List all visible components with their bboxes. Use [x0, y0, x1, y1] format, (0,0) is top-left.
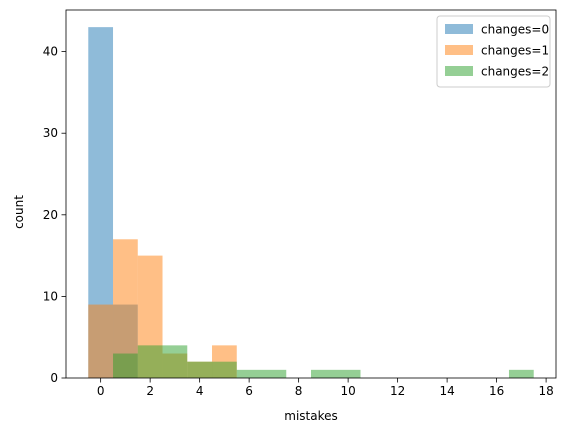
histogram-bar-series-2-bin-1 — [137, 345, 163, 378]
bars-layer — [88, 27, 534, 379]
legend-label: changes=1 — [481, 44, 549, 58]
x-axis-label: mistakes — [284, 409, 338, 423]
y-tick-label: 20 — [43, 208, 58, 222]
y-tick-label: 30 — [43, 126, 58, 140]
y-tick-label: 10 — [43, 289, 58, 303]
x-tick-label: 12 — [390, 384, 405, 398]
legend-swatch — [445, 24, 473, 34]
legend-swatch — [445, 45, 473, 55]
histogram-bar-series-2-bin-7 — [508, 369, 534, 378]
histogram-bar-series-1-bin-0 — [88, 304, 114, 378]
histogram-bar-series-2-bin-4 — [212, 361, 237, 378]
plot-frame — [65, 9, 557, 379]
axes-layer: 0 2 4 6 8 10 12 14 16 18 0 10 20 30 40 — [43, 9, 557, 398]
legend-swatch — [445, 66, 473, 76]
x-tick-label: 10 — [340, 384, 355, 398]
x-tick-label: 4 — [196, 384, 204, 398]
histogram-bar-series-2-bin-6 — [311, 369, 361, 378]
histogram-bar-series-2-bin-5 — [236, 369, 287, 378]
x-tick-label: 8 — [295, 384, 303, 398]
y-axis-label: count — [12, 195, 26, 229]
x-tick-label: 16 — [489, 384, 504, 398]
legend: changes=0 changes=1 changes=2 — [436, 15, 551, 88]
legend-label: changes=2 — [481, 65, 549, 79]
y-tick-label: 40 — [43, 45, 58, 59]
histogram-bar-series-2-bin-2 — [162, 345, 188, 378]
x-tick-label: 14 — [439, 384, 454, 398]
x-tick-label: 18 — [538, 384, 553, 398]
x-tick-label: 0 — [97, 384, 105, 398]
histogram-bar-series-2-bin-3 — [187, 361, 213, 378]
x-tick-label: 2 — [146, 384, 154, 398]
y-tick-label: 0 — [50, 371, 58, 385]
x-tick-label: 6 — [245, 384, 253, 398]
legend-label: changes=0 — [481, 23, 549, 37]
histogram-bar-series-2-bin-0 — [113, 353, 138, 378]
